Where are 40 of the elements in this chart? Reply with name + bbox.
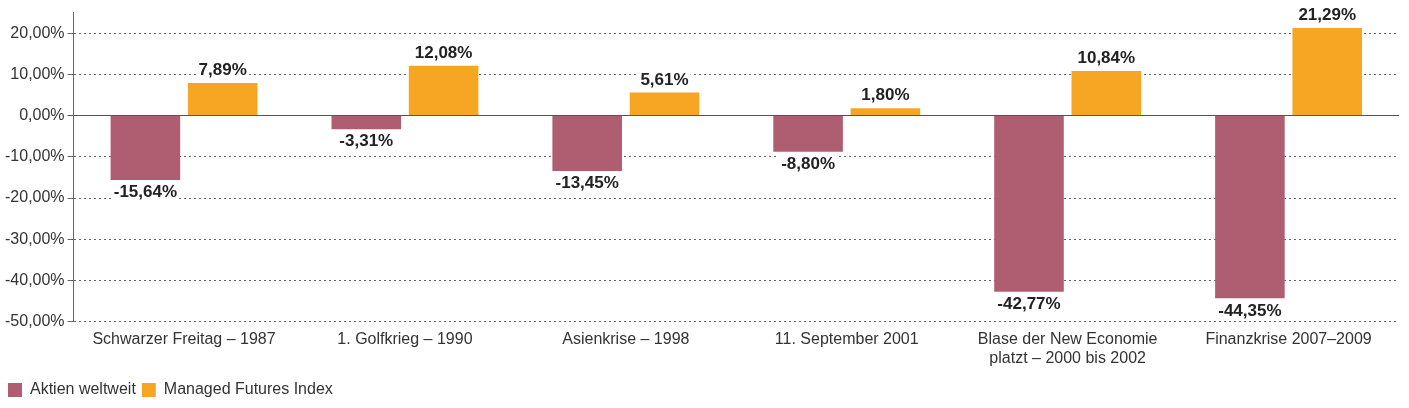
bar xyxy=(408,65,479,116)
x-tick-label: Asienkrise – 1998 xyxy=(562,329,690,347)
data-label: -8,80% xyxy=(781,154,836,174)
bar xyxy=(629,92,700,116)
data-label: -44,35% xyxy=(1218,300,1282,320)
bar xyxy=(994,116,1064,292)
legend-label: Managed Futures Index xyxy=(163,380,333,398)
data-label: 10,84% xyxy=(1077,48,1136,68)
data-label: 5,61% xyxy=(640,69,689,89)
y-tick-label: 10,00% xyxy=(10,64,65,82)
bar xyxy=(1292,27,1362,116)
bar xyxy=(1071,70,1142,116)
y-tick-label: 20,00% xyxy=(10,23,65,41)
bar xyxy=(331,116,402,130)
x-tick-label: Schwarzer Freitag – 1987 xyxy=(92,329,276,347)
data-label: 21,29% xyxy=(1298,5,1357,25)
data-label: -3,31% xyxy=(339,131,394,151)
y-tick-label: -50,00% xyxy=(5,312,65,330)
bar xyxy=(552,116,622,172)
y-tick-label: -10,00% xyxy=(5,147,65,165)
y-tick-label: -20,00% xyxy=(5,188,65,206)
x-tick-label: 1. Golfkrieg – 1990 xyxy=(337,329,473,347)
data-label: -15,64% xyxy=(113,182,178,202)
bar xyxy=(773,116,843,152)
data-label: -13,45% xyxy=(555,173,619,193)
bar xyxy=(110,116,181,181)
x-tick-label: 11. September 2001 xyxy=(774,329,919,347)
bar xyxy=(1215,116,1285,299)
y-tick-label: -30,00% xyxy=(5,229,65,247)
legend-label: Aktien weltweit xyxy=(30,380,137,398)
x-tick-label: Finanzkrise 2007–2009 xyxy=(1205,329,1372,347)
y-tick-label: 0,00% xyxy=(19,106,65,124)
bar xyxy=(850,108,921,116)
data-label: 12,08% xyxy=(414,43,473,63)
data-label: 1,80% xyxy=(861,85,910,105)
data-label: 7,89% xyxy=(198,60,247,80)
y-tick-label: -40,00% xyxy=(5,270,65,288)
bar xyxy=(187,83,258,116)
data-label: -42,77% xyxy=(997,294,1061,313)
x-tick-label: Blase der New Economie platzt – 2000 bis 2002 xyxy=(977,329,1158,366)
